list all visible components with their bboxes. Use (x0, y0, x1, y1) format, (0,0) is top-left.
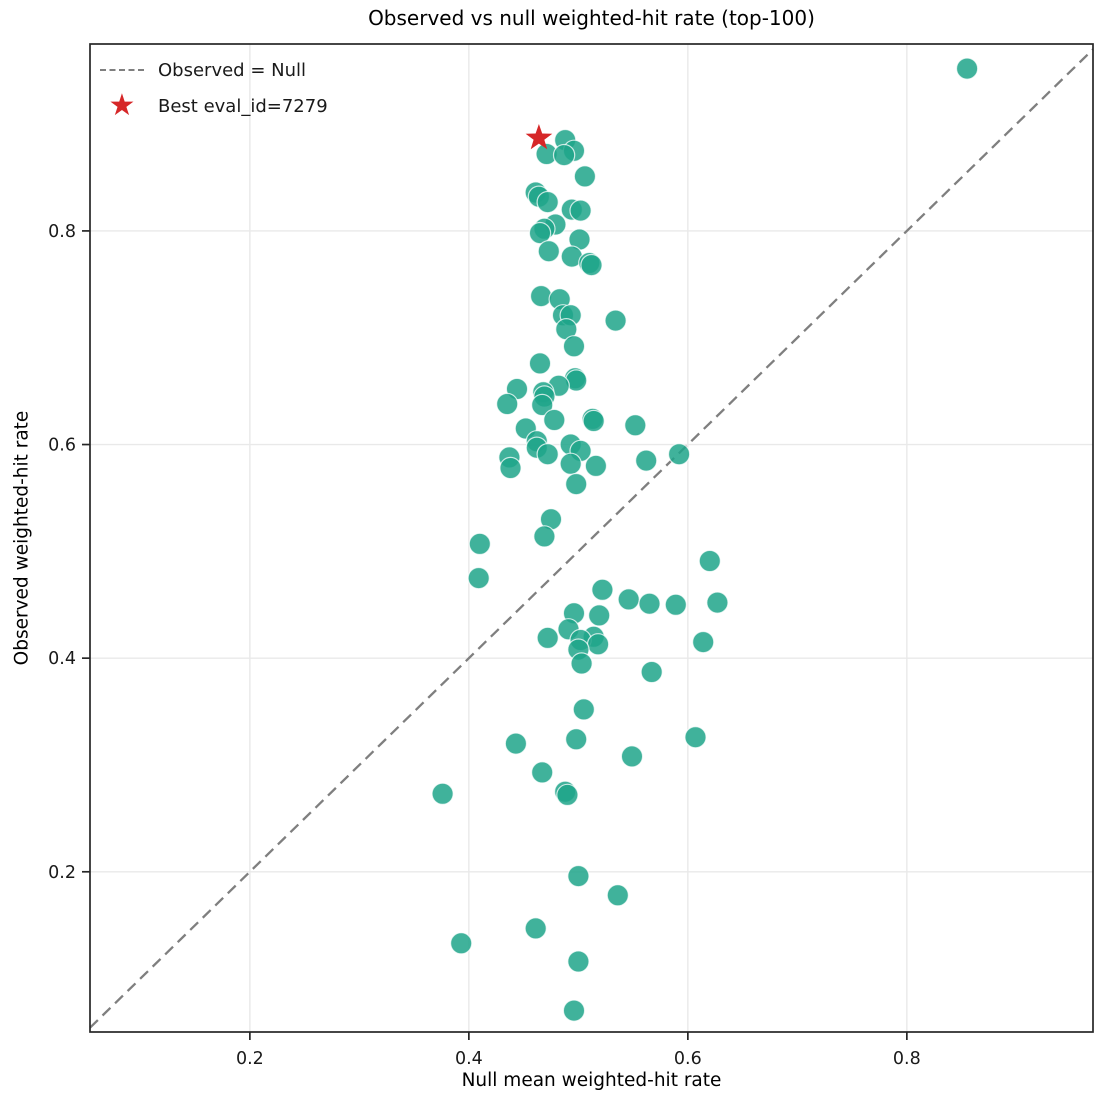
data-point (588, 604, 611, 627)
data-point (567, 864, 590, 888)
legend-item-identity-line: Observed = Null (99, 53, 328, 87)
data-point (638, 592, 661, 615)
data-point (450, 932, 473, 955)
x-tick-label: 0.6 (674, 1049, 702, 1069)
data-point (496, 392, 519, 416)
data-point (567, 950, 590, 973)
data-point (620, 745, 644, 768)
legend-label: Best eval_id=7279 (158, 95, 328, 117)
identity-line (89, 48, 1094, 1029)
y-tick-label: 0.6 (48, 436, 76, 456)
data-point (468, 532, 491, 556)
x-axis-label: Null mean weighted-hit rate (461, 1070, 722, 1091)
data-point (565, 472, 588, 496)
data-point (431, 782, 454, 806)
star-icon: ★ (108, 88, 136, 123)
data-point (955, 57, 979, 80)
data-point (584, 454, 608, 478)
data-point (624, 414, 647, 437)
data-point (467, 566, 490, 590)
data-point (531, 761, 554, 784)
axes-frame (89, 43, 1094, 1033)
data-point (664, 593, 688, 617)
data-point (556, 783, 579, 807)
data-point (604, 309, 627, 332)
data-point (536, 443, 559, 466)
dashed-line-icon (99, 69, 145, 71)
data-point (562, 999, 586, 1022)
y-tick-label: 0.2 (48, 863, 76, 883)
data-point (537, 239, 561, 263)
data-point (552, 143, 576, 167)
data-point (640, 660, 663, 684)
chart-title: Observed vs null weighted-hit rate (top-… (368, 6, 815, 30)
legend: Observed = Null ★ Best eval_id=7279 (99, 53, 328, 123)
data-point (698, 549, 722, 573)
legend-label: Observed = Null (158, 59, 306, 81)
data-point (606, 884, 630, 907)
data-point (569, 199, 592, 222)
data-point (586, 633, 610, 656)
data-point (528, 221, 552, 245)
data-point (667, 443, 691, 466)
data-point (499, 456, 522, 480)
data-point (572, 698, 596, 721)
x-tick-label: 0.4 (455, 1049, 483, 1069)
data-point (559, 452, 582, 475)
data-point (504, 732, 528, 755)
data-point (706, 591, 729, 614)
data-point (692, 630, 715, 654)
data-point (565, 728, 588, 751)
data-point (573, 165, 597, 188)
data-point (536, 190, 559, 214)
data-point (580, 253, 603, 277)
y-axis-label: Observed weighted-hit rate (11, 410, 33, 666)
data-point (591, 578, 614, 602)
y-tick-label: 0.8 (48, 222, 76, 242)
data-point (536, 626, 559, 650)
data-point (635, 449, 658, 472)
data-point (543, 408, 566, 432)
data-point (528, 352, 552, 375)
y-tick-label: 0.4 (48, 649, 76, 669)
x-tick-label: 0.8 (893, 1049, 921, 1069)
data-point (562, 335, 586, 358)
data-point (684, 726, 707, 749)
data-point (617, 588, 640, 611)
legend-item-best-point: ★ Best eval_id=7279 (99, 89, 328, 123)
data-point (529, 284, 553, 308)
data-point (533, 525, 556, 548)
best-point-star (525, 124, 553, 150)
data-point (582, 409, 605, 433)
data-point (524, 917, 547, 940)
data-point (531, 393, 554, 417)
data-point (570, 652, 593, 675)
x-tick-label: 0.2 (236, 1049, 264, 1069)
